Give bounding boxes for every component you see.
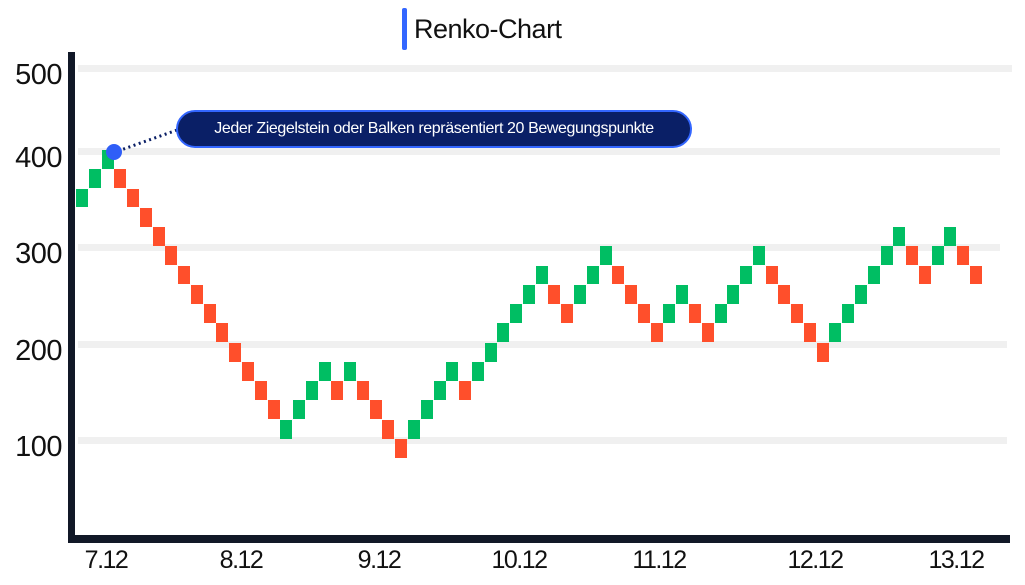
brick-up: [752, 246, 765, 266]
brick-down: [190, 284, 203, 304]
brick-down: [625, 284, 638, 304]
brick-up: [714, 304, 727, 323]
chart-title-text: Renko-Chart: [414, 13, 562, 44]
brick-up: [318, 361, 331, 381]
brick-down: [382, 419, 395, 439]
annotation-text: Jeder Ziegelstein oder Balken repräsenti…: [214, 120, 654, 137]
brick-up: [484, 342, 497, 362]
brick-up: [893, 227, 906, 246]
brick-down: [395, 439, 408, 458]
brick-up: [867, 265, 880, 285]
brick-up: [586, 265, 599, 285]
brick-up: [842, 304, 855, 323]
gridline-100: [78, 437, 1007, 444]
x-tick-label: 11.12: [632, 546, 687, 574]
brick-up: [280, 419, 293, 439]
brick-down: [816, 342, 829, 362]
brick-down: [803, 323, 816, 343]
gridline-200: [78, 340, 1007, 348]
brick-up: [497, 323, 510, 343]
x-tick-label: 13.12: [928, 546, 985, 574]
brick-down: [242, 361, 254, 381]
brick-down: [127, 188, 140, 208]
brick-down: [778, 284, 791, 304]
brick-down: [331, 381, 344, 401]
brick-down: [701, 323, 714, 343]
chart-title: Renko-Chart: [402, 8, 562, 50]
x-tick-label: 7.12: [84, 546, 129, 574]
brick-down: [918, 265, 931, 285]
brick-down: [459, 381, 472, 401]
brick-up: [663, 304, 676, 323]
brick-down: [906, 246, 919, 266]
brick-down: [637, 304, 650, 323]
brick-up: [599, 246, 612, 266]
title-accent-bar: [402, 8, 407, 50]
annotation-marker-dot: [106, 144, 122, 160]
x-tick-label: 12.12: [787, 546, 844, 574]
brick-down: [203, 304, 216, 323]
x-tick-label: 10.12: [491, 546, 548, 574]
brick-down: [369, 400, 382, 420]
brick-up: [829, 323, 842, 343]
brick-down: [152, 227, 165, 246]
brick-up: [408, 419, 421, 439]
brick-up: [931, 246, 944, 266]
brick-up: [522, 284, 535, 304]
brick-down: [765, 265, 778, 285]
x-axis-line: [68, 535, 1010, 543]
brick-down: [791, 304, 804, 323]
brick-up: [510, 304, 523, 323]
brick-down: [612, 265, 625, 285]
brick-up: [305, 381, 318, 401]
brick-up: [344, 361, 357, 381]
brick-up: [76, 188, 88, 208]
brick-up: [471, 361, 484, 381]
brick-down: [267, 400, 280, 420]
annotation-tooltip: Jeder Ziegelstein oder Balken repräsenti…: [176, 110, 692, 148]
brick-down: [548, 284, 561, 304]
y-axis-line: [68, 52, 75, 543]
brick-down: [229, 342, 242, 362]
y-tick-label: 100: [15, 431, 62, 463]
brick-up: [293, 400, 306, 420]
brick-down: [139, 207, 152, 227]
y-tick-label: 500: [15, 59, 62, 91]
brick-up: [420, 400, 433, 420]
brick-up: [574, 284, 587, 304]
brick-up: [535, 265, 548, 285]
gridline-300: [78, 244, 1000, 252]
brick-up: [727, 284, 740, 304]
brick-up: [880, 246, 893, 266]
brick-down: [356, 381, 369, 401]
brick-up: [740, 265, 753, 285]
gridline-400: [78, 148, 1000, 155]
brick-down: [216, 323, 229, 343]
x-tick-label: 8.12: [219, 546, 264, 574]
brick-down: [650, 323, 663, 343]
brick-up: [854, 284, 867, 304]
brick-down: [114, 169, 127, 189]
y-tick-label: 200: [15, 334, 62, 367]
brick-down: [957, 246, 970, 266]
brick-down: [969, 265, 982, 285]
y-tick-label: 400: [15, 142, 62, 174]
gridline-500: [78, 65, 1012, 72]
brick-up: [944, 227, 957, 246]
brick-down: [254, 381, 267, 401]
brick-down: [178, 265, 191, 285]
brick-up: [676, 284, 689, 304]
y-tick-label: 300: [15, 238, 62, 271]
brick-up: [433, 381, 446, 401]
brick-down: [561, 304, 574, 323]
brick-down: [165, 246, 178, 266]
brick-up: [446, 361, 459, 381]
brick-up: [88, 169, 101, 189]
brick-down: [688, 304, 701, 323]
x-tick-label: 9.12: [357, 546, 402, 574]
